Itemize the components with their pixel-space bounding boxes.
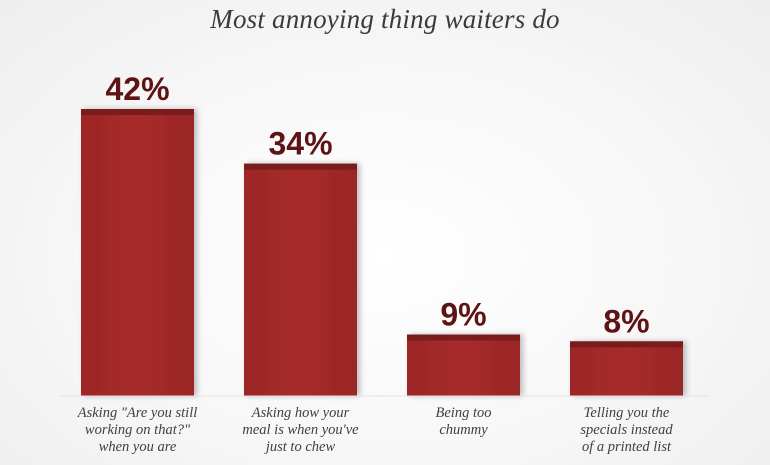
category-label-line: Being too <box>435 405 492 421</box>
category-label-line: just to chew <box>265 439 336 455</box>
value-label: 8% <box>603 303 649 339</box>
category-label-line: specials instead <box>580 422 673 438</box>
bar-top-cap <box>570 341 683 348</box>
bar-top-cap <box>244 163 357 170</box>
bar-group: 8% <box>570 303 683 396</box>
bar <box>570 341 683 396</box>
bar-top-cap <box>81 109 194 115</box>
bar <box>407 334 520 396</box>
category-label: Telling you the specials instead of a prin… <box>542 405 712 456</box>
category-label: Asking "Are you still working on that?" wh… <box>53 405 223 456</box>
category-label: Asking how your meal is when you've just t… <box>216 405 386 456</box>
category-label-line: meal is when you've <box>242 422 359 438</box>
bar-top-cap <box>407 334 520 341</box>
bar <box>244 163 357 396</box>
bar-group: 9% <box>407 297 520 396</box>
category-label-line: chummy <box>439 422 488 438</box>
category-label-line: when you are <box>98 439 177 455</box>
chart-title: Most annoying thing waiters do <box>210 4 560 34</box>
value-label: 34% <box>268 126 332 162</box>
value-label: 9% <box>440 297 486 333</box>
category-label-line: Telling you the <box>583 405 670 421</box>
bar-group: 34% <box>244 126 357 396</box>
bar-group: 42% <box>81 71 194 396</box>
category-label-line: of a printed list <box>581 439 672 455</box>
category-label-line: Asking "Are you still <box>77 405 198 421</box>
value-label: 42% <box>105 71 169 107</box>
bar <box>81 109 194 396</box>
category-label-line: working on that?" <box>84 422 191 438</box>
category-label: Being too chummy <box>379 405 549 439</box>
category-label-line: Asking how your <box>251 405 350 421</box>
